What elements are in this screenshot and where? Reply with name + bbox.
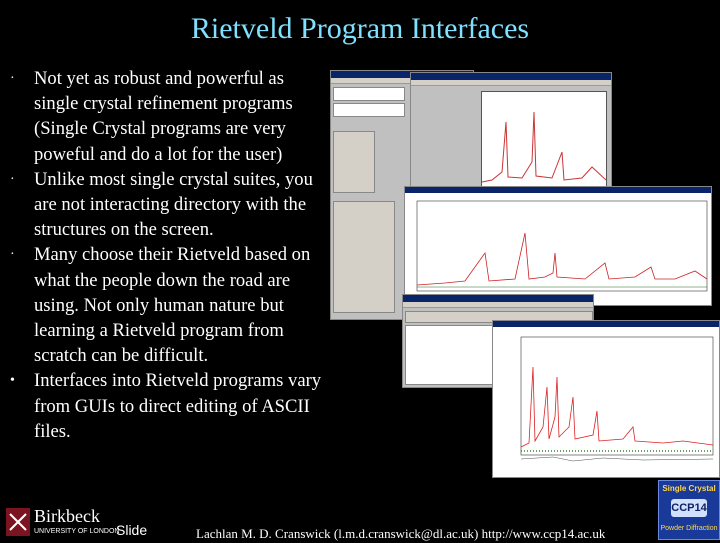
- bullet-text: Not yet as robust and powerful as single…: [34, 68, 293, 165]
- crest-icon: [6, 508, 30, 536]
- bullet-icon: ·: [10, 171, 15, 187]
- logo-name: Birkbeck: [34, 506, 100, 526]
- rietveld-fit-plot-icon: [520, 336, 714, 462]
- bullet-item: · Unlike most single crystal suites, you …: [8, 167, 326, 243]
- logo-subtitle: UNIVERSITY OF LONDON: [34, 528, 120, 535]
- ccp14-logo: Single Crystal CCP14 Powder Diffraction: [658, 480, 720, 540]
- ccp-top-text: Single Crystal: [662, 484, 716, 493]
- bullet-item: · Not yet as robust and powerful as singl…: [8, 66, 326, 167]
- bullet-text: Many choose their Rietveld based on what…: [34, 244, 311, 367]
- screenshot-powder-pattern: [404, 186, 712, 306]
- bullet-icon: ·: [10, 71, 15, 86]
- footer-slide-label: Slide: [116, 522, 148, 538]
- ccp-mid-text: CCP14: [671, 499, 707, 517]
- bullet-item: • Interfaces into Rietveld programs vary …: [8, 368, 326, 444]
- footer-credit[interactable]: Lachlan M. D. Cranswick (l.m.d.cranswick…: [196, 526, 606, 541]
- slide-title: Rietveld Program Interfaces: [190, 12, 530, 45]
- bullet-list: · Not yet as robust and powerful as singl…: [8, 66, 326, 444]
- bullet-icon: •: [10, 373, 15, 389]
- diffraction-plot-icon: [481, 111, 607, 183]
- powder-pattern-plot-icon: [416, 200, 708, 292]
- screenshot-rietveld-gui-2: [410, 72, 612, 194]
- bullet-item: · Many choose their Rietveld based on wha…: [8, 242, 326, 368]
- bullet-text: Unlike most single crystal suites, you a…: [34, 168, 313, 241]
- screenshot-rietveld-fit: [492, 320, 720, 478]
- bullet-icon: ·: [10, 247, 15, 263]
- ccp-bottom-text: Powder Diffraction: [660, 525, 718, 532]
- birkbeck-logo: Birkbeck UNIVERSITY OF LONDON: [6, 506, 119, 538]
- bullet-text: Interfaces into Rietveld programs vary f…: [34, 370, 322, 442]
